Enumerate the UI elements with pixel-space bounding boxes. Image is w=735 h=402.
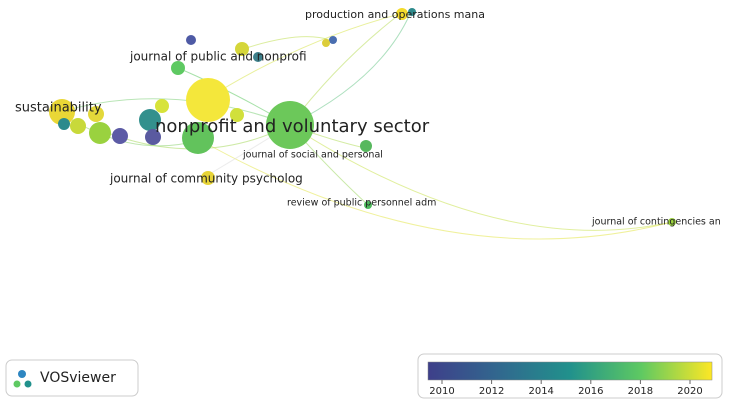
logo-icon: [13, 380, 21, 388]
edge: [204, 13, 401, 101]
edge: [239, 36, 331, 51]
legend-tick-label: 2010: [429, 386, 454, 397]
node: [230, 108, 244, 122]
legend-tick-label: 2016: [578, 386, 603, 397]
node-label: production and operations mana: [305, 8, 485, 21]
edge: [289, 124, 673, 231]
node-label: journal of social and personal: [242, 150, 383, 161]
color-legend: 2010 2012 2014 2016 2018 2020: [417, 353, 723, 399]
node: [145, 129, 161, 145]
node: [70, 118, 86, 134]
node: [182, 122, 214, 154]
edge: [199, 139, 673, 240]
node: [49, 99, 75, 125]
legend-tick-label: 2014: [528, 386, 553, 397]
logo-text: VOSviewer: [40, 370, 116, 386]
node: [58, 118, 70, 130]
node: [155, 99, 169, 113]
node: [171, 61, 185, 75]
node: [88, 106, 104, 122]
nodes: [49, 8, 676, 226]
color-bar: [427, 361, 713, 381]
node: [360, 140, 372, 152]
node: [112, 128, 128, 144]
node: [322, 39, 330, 47]
node: [186, 35, 196, 45]
logo: VOSviewer: [5, 359, 139, 397]
node: [396, 8, 408, 20]
legend-tick-label: 2020: [677, 386, 702, 397]
node: [329, 36, 337, 44]
node-label: nonprofit and voluntary sector: [155, 116, 430, 137]
node: [266, 101, 314, 149]
node-label: sustainability: [15, 101, 102, 116]
node: [668, 218, 676, 226]
node: [253, 52, 263, 62]
logo-icon: [18, 370, 26, 378]
node: [408, 8, 416, 16]
logo-box: [5, 359, 139, 397]
logo-icon: [24, 380, 32, 388]
legend-tick-label: 2018: [628, 386, 653, 397]
node: [139, 109, 161, 131]
node-label: review of public personnel adm: [287, 198, 436, 209]
node: [186, 78, 230, 122]
node: [235, 42, 249, 56]
node: [201, 171, 215, 185]
node-label: journal of public and nonprofi: [129, 50, 307, 64]
legend-tick-label: 2012: [479, 386, 504, 397]
edge: [59, 98, 291, 126]
edge: [289, 13, 411, 126]
node-label: journal of contingencies an: [591, 217, 721, 228]
node: [89, 122, 111, 144]
node-label: journal of community psycholog: [109, 172, 303, 186]
node: [364, 201, 372, 209]
node-labels: production and operations mana journal o…: [15, 8, 721, 228]
